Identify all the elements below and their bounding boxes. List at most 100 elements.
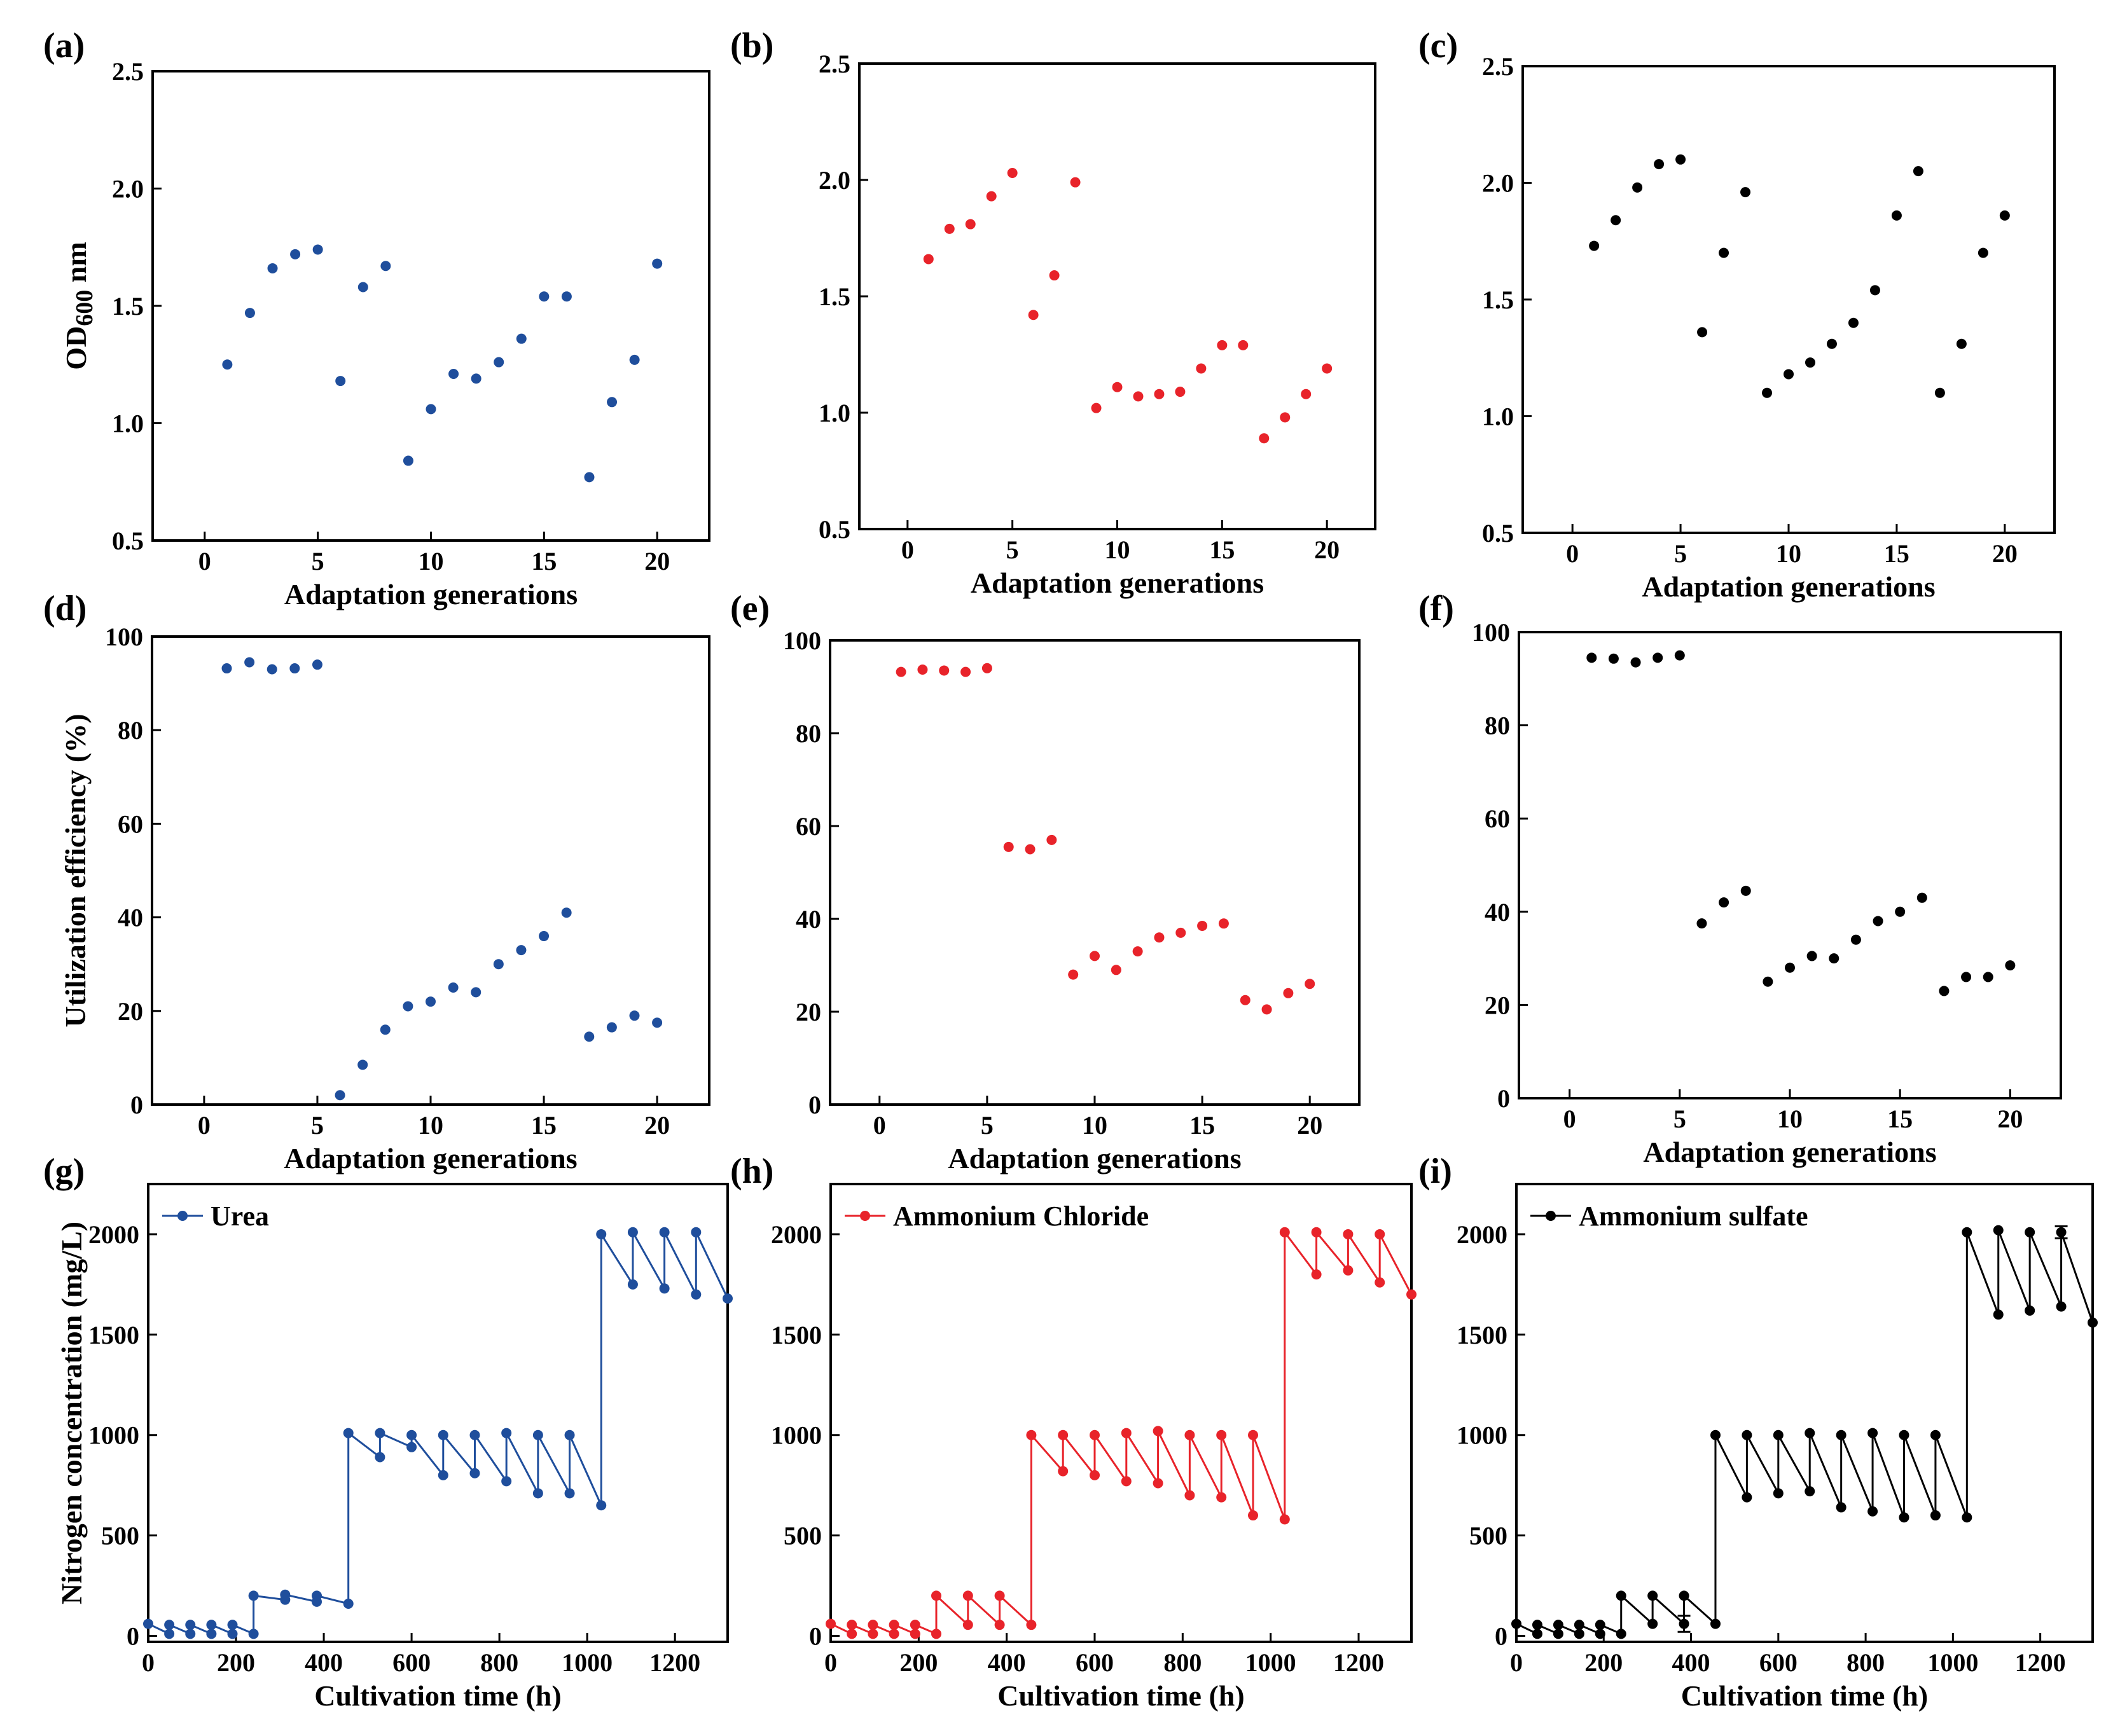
data-point: [1311, 1269, 1322, 1280]
x-tick-label: 10: [418, 1111, 443, 1140]
y-tick-label: 1500: [771, 1321, 822, 1349]
data-point: [584, 1031, 595, 1042]
y-tick-label: 1.0: [112, 410, 144, 438]
data-point: [206, 1620, 217, 1630]
panel-h: (h) 0 200 400 600 800 1000 1200 0 500 1000 1500 2000…: [730, 1152, 1417, 1712]
y-tick-label: 0.5: [819, 515, 850, 544]
data-point: [1805, 1428, 1815, 1438]
data-point: [1647, 1590, 1658, 1601]
data-point: [1248, 1429, 1258, 1440]
data-point: [1962, 1512, 1972, 1523]
data-point: [289, 663, 300, 674]
data-point: [1091, 403, 1102, 413]
data-point: [1026, 1429, 1037, 1440]
data-point: [1679, 1618, 1689, 1629]
data-point: [1058, 1429, 1069, 1440]
data-point: [244, 657, 255, 668]
data-point: [380, 261, 391, 272]
y-tick-label: 1000: [1457, 1421, 1507, 1450]
data-point: [1630, 657, 1641, 668]
panel-label: (b): [730, 26, 773, 65]
y-tick-label: 0: [1497, 1084, 1510, 1113]
data-point: [1375, 1229, 1385, 1239]
data-point: [889, 1629, 899, 1639]
data-point: [1710, 1618, 1721, 1629]
data-point: [343, 1428, 354, 1438]
data-point: [1197, 920, 1208, 931]
data-point: [426, 404, 436, 415]
data-point: [596, 1229, 607, 1239]
data-point: [1697, 327, 1708, 338]
data-point: [1003, 841, 1014, 852]
data-point: [1153, 1478, 1163, 1489]
data-point: [532, 1488, 543, 1499]
data-point: [931, 1629, 941, 1639]
data-point: [561, 907, 572, 918]
data-point: [1675, 154, 1686, 165]
x-tick-label: 15: [531, 1111, 557, 1140]
y-tick-label: 1500: [1457, 1321, 1507, 1349]
data-point: [1111, 965, 1121, 975]
data-point: [1279, 1227, 1290, 1237]
x-tick-label: 15: [1884, 539, 1909, 568]
data-point: [629, 354, 640, 365]
panel-c: (c) 0 5 10 15 20 0.5 1.0 1.5 2.0 2.5 Adaptation gen…: [1418, 26, 2056, 603]
y-tick-label: 0: [1495, 1622, 1507, 1651]
x-tick-label: 5: [311, 1111, 324, 1140]
panel-d: (d) 0 5 10 15 20 0 20 40 60 80 100 Adaptation genera…: [43, 589, 710, 1175]
data-point: [1785, 962, 1795, 973]
data-point: [1742, 1429, 1752, 1440]
data-point: [1654, 159, 1665, 170]
data-point: [1121, 1428, 1132, 1438]
data-point: [659, 1283, 670, 1294]
x-tick-label: 10: [419, 547, 444, 575]
data-point: [406, 1442, 417, 1452]
data-point: [561, 291, 572, 302]
data-point: [939, 665, 950, 676]
data-point: [1553, 1629, 1563, 1639]
data-point: [1993, 1309, 2004, 1320]
data-point: [1848, 317, 1859, 328]
x-axis-title: Adaptation generations: [948, 1142, 1241, 1175]
data-point: [185, 1629, 196, 1639]
data-point: [994, 1590, 1005, 1601]
data-point: [691, 1227, 702, 1237]
data-point: [659, 1227, 670, 1237]
data-point: [227, 1620, 238, 1630]
data-point: [1322, 363, 1333, 374]
data-point: [1068, 969, 1079, 980]
data-point: [501, 1428, 512, 1438]
data-point: [1090, 951, 1100, 961]
data-point: [1184, 1490, 1195, 1501]
x-axis-title: Adaptation generations: [284, 1142, 577, 1175]
y-tick-label: 1000: [771, 1421, 822, 1450]
data-point: [1999, 210, 2010, 221]
data-point: [1007, 168, 1018, 179]
panel-i: (i) 0 200 400 600 800 1000 1200 0 500 1000 1500 2000…: [1418, 1152, 2098, 1712]
data-point: [343, 1599, 354, 1609]
panel-label: (h): [730, 1152, 773, 1191]
data-point: [1930, 1510, 1941, 1521]
data-point: [312, 244, 323, 255]
data-point: [448, 982, 459, 993]
data-point: [1280, 412, 1291, 423]
x-tick-label: 200: [217, 1648, 255, 1677]
x-tick-label: 15: [1887, 1105, 1913, 1133]
data-point: [403, 455, 413, 466]
data-point: [244, 308, 255, 319]
data-point: [965, 219, 976, 230]
data-point: [917, 664, 928, 675]
data-point: [1196, 363, 1207, 374]
data-point: [1261, 1004, 1272, 1015]
data-point: [494, 357, 504, 368]
data-point: [1652, 652, 1663, 663]
data-point: [471, 373, 482, 384]
data-point: [847, 1620, 857, 1630]
data-point: [1763, 976, 1773, 987]
data-point: [290, 249, 301, 259]
panel-e: (e) 0 5 10 15 20 0 20 40 60 80 100 Adaptation genera…: [730, 589, 1361, 1175]
data-point: [539, 931, 550, 942]
data-point: [335, 376, 346, 387]
y-tick-label: 2.0: [819, 166, 850, 195]
data-point: [1595, 1620, 1605, 1630]
